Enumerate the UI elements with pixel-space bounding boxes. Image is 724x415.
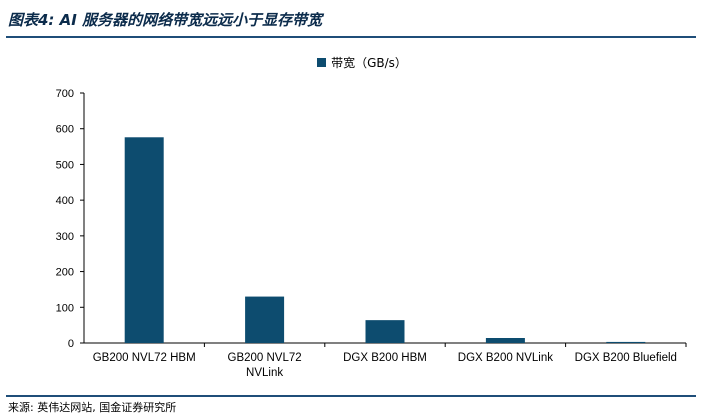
bar [245, 296, 285, 343]
legend-label: 带宽（GB/s） [331, 56, 407, 70]
x-tick-label: GB200 NVL72 NVLink [228, 352, 302, 379]
y-tick-label: 200 [56, 267, 74, 279]
bar [365, 320, 405, 343]
source-note: 来源: 英伟达网站, 国金证券研究所 [8, 401, 177, 414]
chart-title: 图表4: AI 服务器的网络带宽远远小于显存带宽 [8, 11, 323, 29]
bar [606, 341, 646, 343]
y-tick-label: 400 [56, 195, 74, 207]
legend: 带宽（GB/s） [0, 54, 724, 71]
y-tick-label: 700 [56, 88, 74, 100]
x-tick-label-line: DGX B200 Bluefield [575, 352, 677, 364]
y-tick-label: 0 [68, 338, 74, 350]
x-tick-label: DGX B200 Bluefield [575, 352, 677, 364]
x-tick-label-line: DGX B200 NVLink [458, 352, 553, 364]
x-tick-label: DGX B200 NVLink [458, 352, 553, 364]
legend-swatch [317, 58, 327, 67]
x-tick-label: DGX B200 HBM [343, 352, 427, 364]
footer-divider [6, 395, 696, 397]
y-tick-label: 600 [56, 124, 74, 136]
x-tick-label-line: NVLink [246, 367, 283, 379]
y-tick-label: 300 [56, 231, 74, 243]
bar [124, 137, 164, 343]
y-tick-label: 500 [56, 159, 74, 171]
x-tick-label: GB200 NVL72 HBM [93, 352, 196, 364]
title-divider [6, 36, 696, 38]
x-tick-label-line: GB200 NVL72 [228, 352, 302, 364]
y-tick-label: 100 [56, 302, 74, 314]
bar-chart: 0 100 200 300 400 500 600 700 GB200 NVL72 HBM GB2… [56, 88, 687, 379]
x-tick-label-line: GB200 NVL72 HBM [93, 352, 196, 364]
x-tick-label-line: DGX B200 HBM [343, 352, 427, 364]
bar [485, 338, 525, 343]
